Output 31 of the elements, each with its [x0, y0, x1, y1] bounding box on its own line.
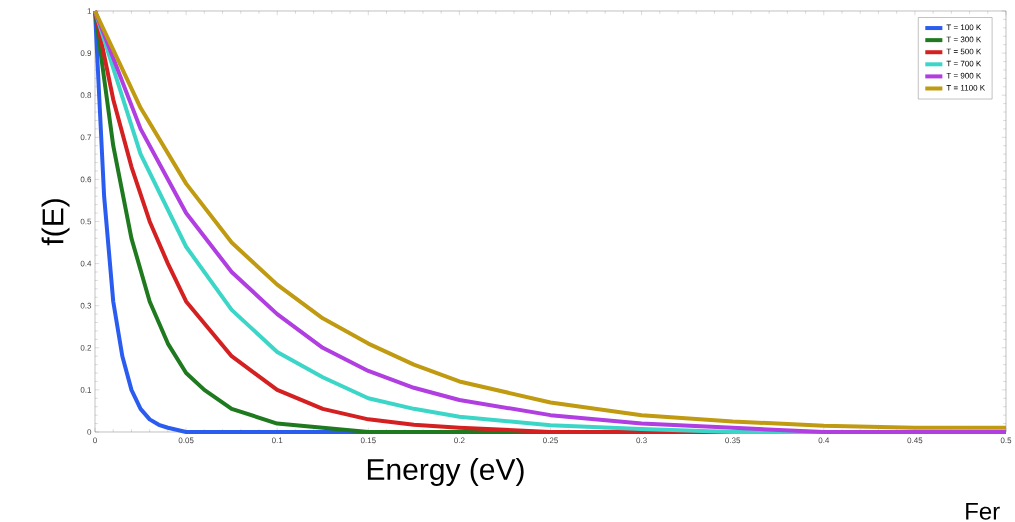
y-tick-label: 0.4 [80, 260, 92, 267]
y-tick-label: 0.6 [80, 176, 92, 183]
x-tick-label: 0.4 [818, 437, 830, 444]
y-tick-label: 1 [87, 8, 92, 14]
legend-label: T = 300 K [946, 36, 982, 43]
y-tick-label: 0.2 [80, 344, 92, 351]
x-tick-label: 0.25 [543, 437, 558, 444]
x-tick-label: 0.3 [636, 437, 647, 444]
y-tick-label: 0.1 [80, 387, 92, 393]
x-tick-label: 0.35 [725, 437, 741, 444]
x-axis-title: Energy (eV) [367, 458, 524, 487]
y-tick-label: 0.3 [80, 302, 92, 309]
x-tick-label: 0.5 [1000, 437, 1012, 444]
x-tick-label: 0.45 [907, 437, 923, 444]
y-tick-label: 0.9 [80, 50, 92, 56]
y-axis-title: f(E) [41, 199, 70, 246]
x-tick-label: 0 [93, 437, 97, 444]
legend-label: T = 100 K [946, 24, 982, 31]
legend-label: T = 500 K [946, 48, 982, 55]
y-tick-label: 0.7 [80, 134, 92, 141]
legend-label: T = 700 K [946, 60, 982, 67]
x-tick-label: 0.1 [271, 437, 283, 444]
legend-label: T = 900 K [946, 72, 982, 79]
y-tick-label: 0 [87, 429, 92, 435]
y-tick-label: 0.5 [80, 218, 92, 225]
x-tick-label: 0.2 [454, 437, 465, 444]
text: Fer [966, 503, 1000, 520]
legend-label: T = 1100 K [946, 84, 986, 91]
x-tick-label: 0.15 [360, 437, 376, 444]
y-tick-label: 0.8 [80, 92, 92, 99]
x-tick-label: 0.05 [178, 437, 194, 444]
